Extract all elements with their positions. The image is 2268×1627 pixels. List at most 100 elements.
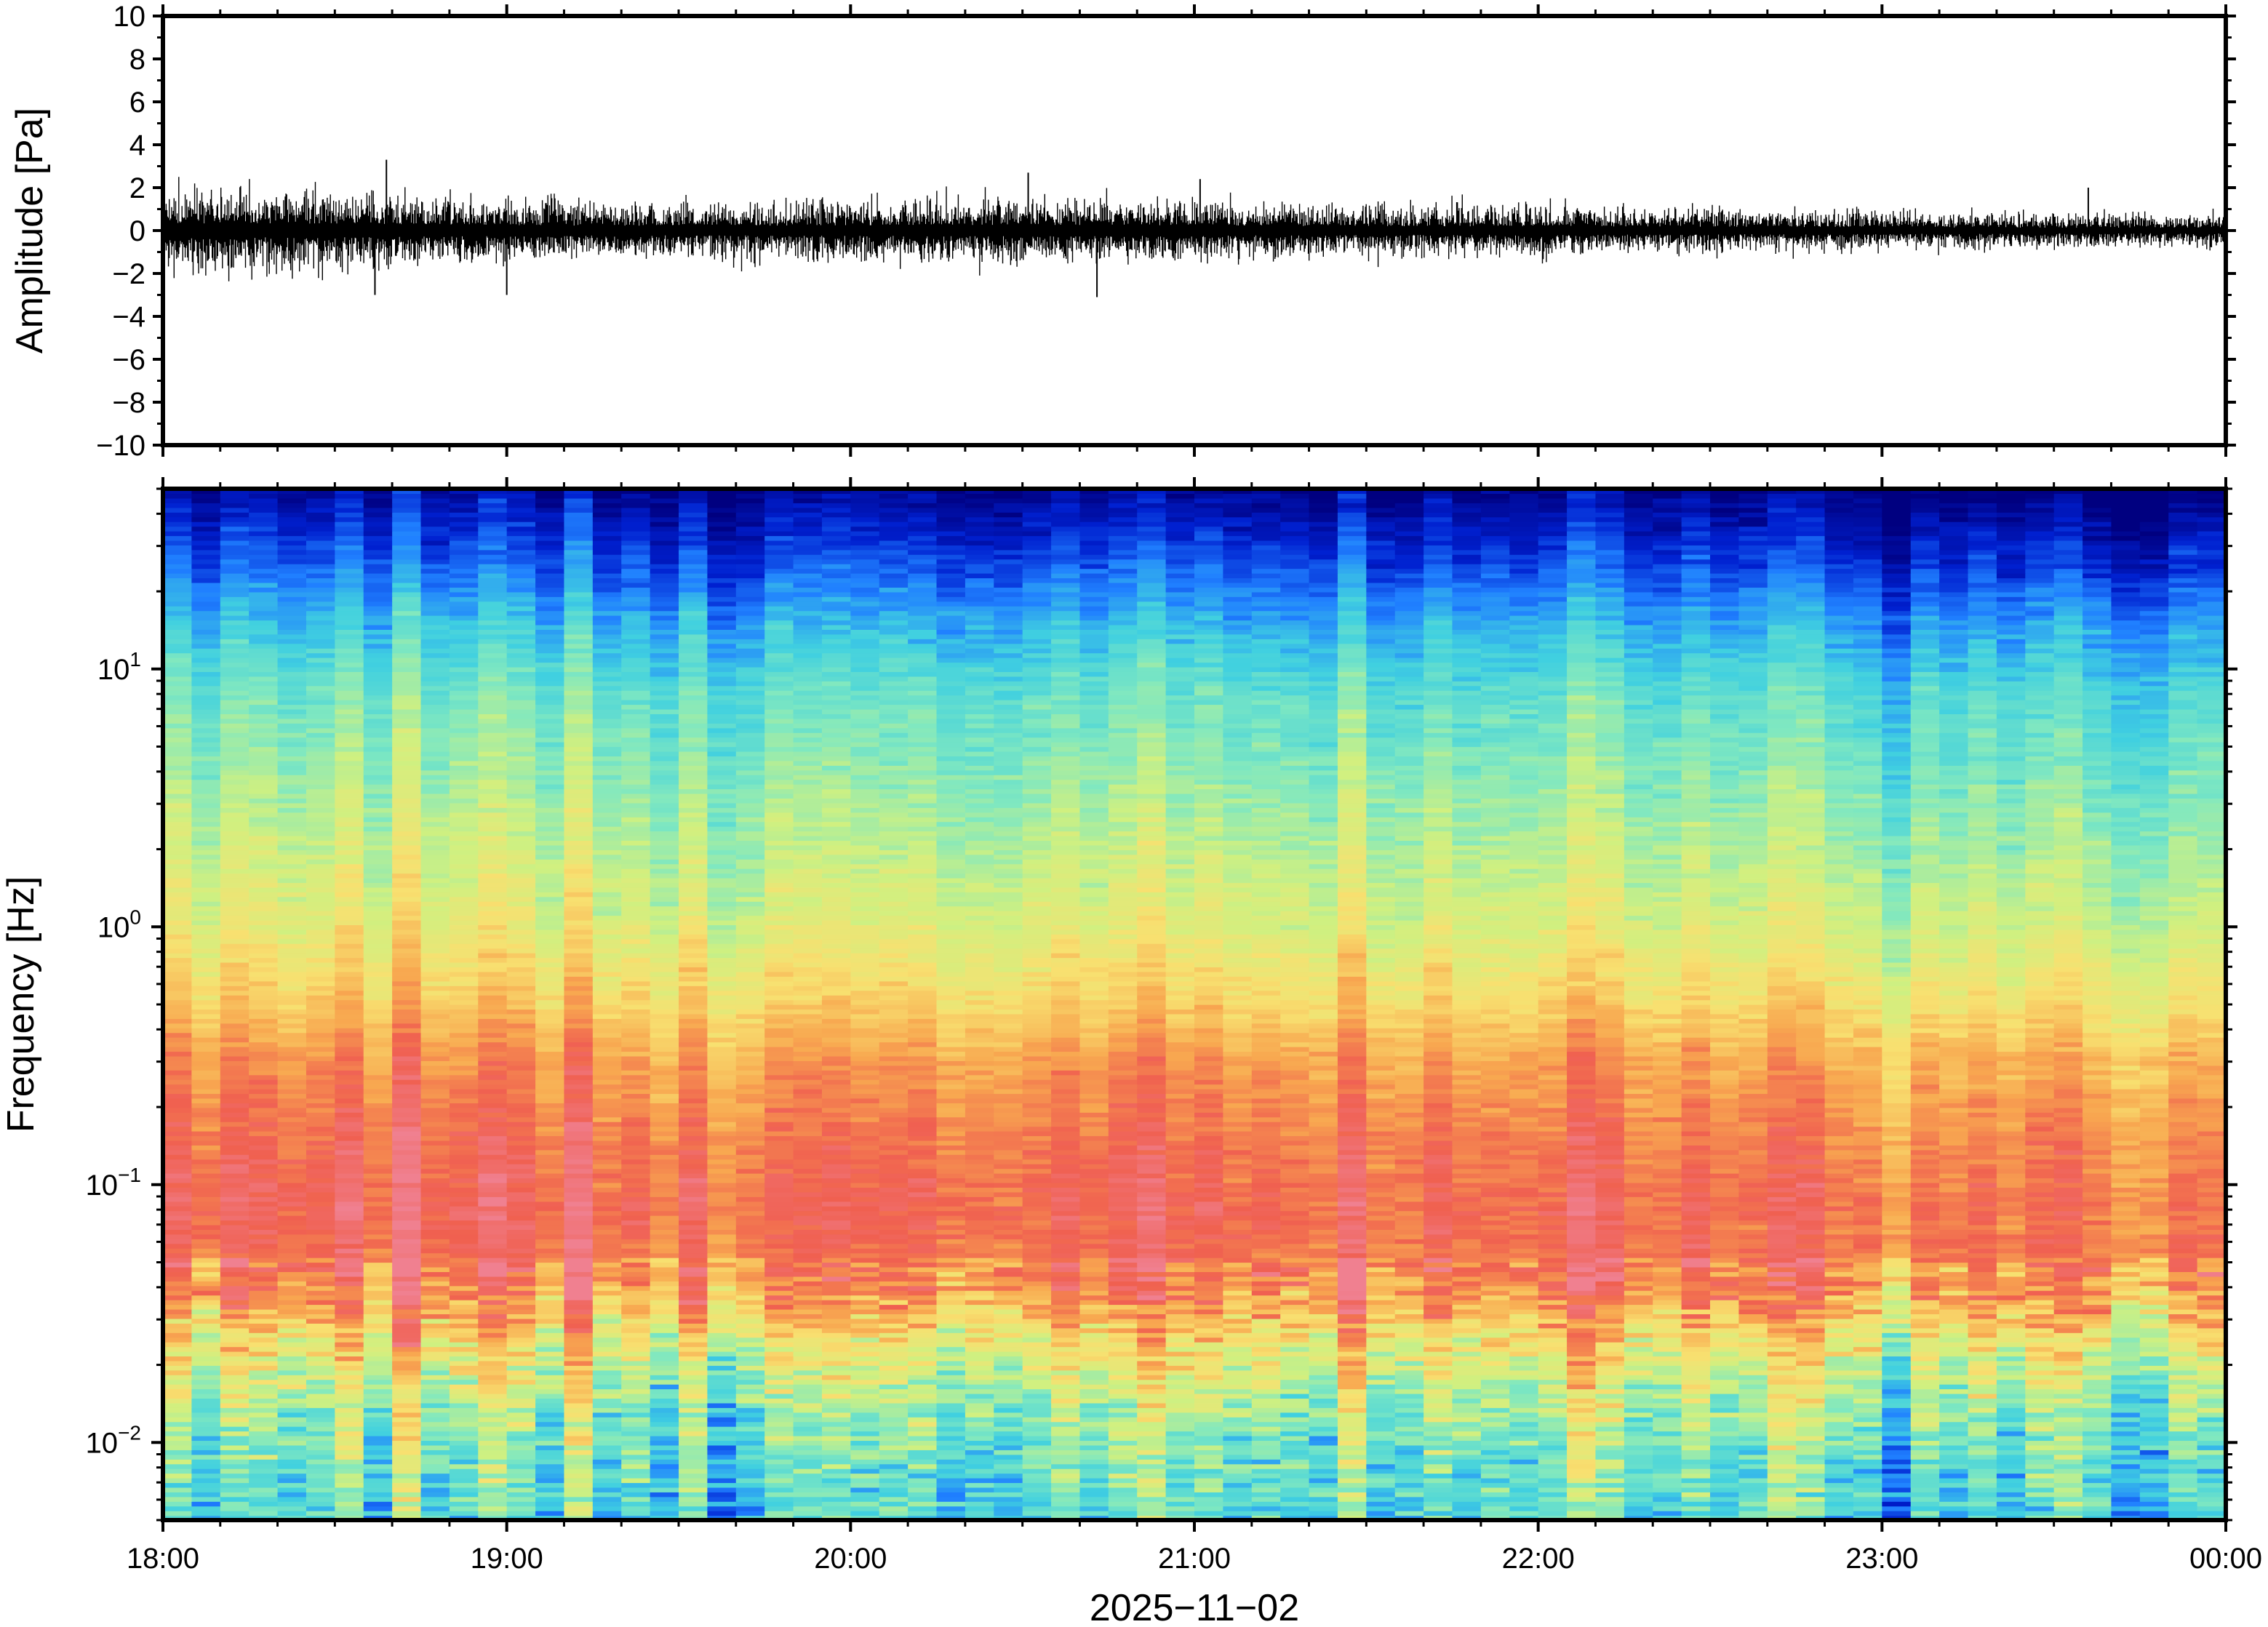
spectrogram-cell (1624, 1482, 1653, 1487)
spectrogram-cell (2140, 1286, 2169, 1291)
spectrogram-cell (2083, 1215, 2112, 1220)
spectrogram-cell (1051, 1338, 1080, 1343)
spectrogram-cell (593, 1417, 622, 1422)
spectrogram-cell (1911, 1487, 1940, 1492)
spectrogram-cell (1395, 1295, 1424, 1300)
spectrogram-cell (1853, 1328, 1882, 1333)
spectrogram-cell (1366, 1492, 1395, 1497)
spectrogram-cell (1023, 1286, 1052, 1291)
spectrogram-cell (392, 1248, 421, 1253)
spectrogram-cell (2111, 1394, 2140, 1399)
spectrogram-cell (1853, 1215, 1882, 1220)
spectrogram-cell (191, 1215, 220, 1220)
spectrogram-cell (564, 1440, 593, 1445)
spectrogram-cell (1453, 1398, 1482, 1403)
spectrogram-cell (1710, 1225, 1739, 1230)
spectrogram-cell (1624, 1309, 1653, 1314)
spectrogram-cell (908, 1215, 937, 1220)
spectrogram-cell (278, 1468, 307, 1474)
spectrogram-cell (1481, 1338, 1510, 1343)
spectrogram-cell (1453, 1375, 1482, 1380)
spectrogram-cell (994, 1417, 1023, 1422)
spectrogram-cell (278, 1403, 307, 1408)
spectrogram-cell (1023, 1492, 1052, 1497)
spectrogram-cell (1338, 1263, 1367, 1268)
spectrogram-cell (1768, 1384, 1797, 1389)
spectrogram-cell (879, 1351, 909, 1356)
spectrogram-cell (679, 1407, 708, 1412)
spectrogram-cell (621, 1506, 650, 1511)
spectrogram-cell (1109, 1450, 1138, 1455)
spectrogram-cell (364, 1426, 393, 1431)
spectrogram-cell (621, 1497, 650, 1502)
spectrogram-cell (2140, 1347, 2169, 1352)
spectrogram-cell (1882, 1215, 1911, 1220)
spectrogram-cell (450, 1239, 479, 1244)
spectrogram-cell (1710, 1271, 1739, 1276)
spectrogram-cell (1481, 1323, 1510, 1328)
spectrogram-cell (1509, 1253, 1538, 1258)
spectrogram-cell (1023, 1271, 1052, 1276)
spectrogram-cell (1252, 1332, 1281, 1338)
spectrogram-cell (1137, 1431, 1166, 1436)
spectrogram-cell (1252, 1389, 1281, 1394)
spectrogram-cell (220, 1478, 249, 1483)
spectrogram-cell (163, 1478, 192, 1483)
spectrogram-cell (163, 1263, 192, 1268)
spectrogram-cell (1968, 1305, 1997, 1310)
spectrogram-cell (535, 1407, 564, 1412)
spectrogram-cell (1738, 1239, 1768, 1244)
spectrogram-cell (364, 1215, 393, 1220)
spectrogram-cell (564, 1267, 593, 1272)
spectrogram-cell (1166, 1319, 1195, 1324)
spectrogram-cell (1882, 1267, 1911, 1272)
spectrogram-cell (1280, 1511, 1309, 1516)
spectrogram-cell (850, 1468, 879, 1474)
spectrogram-cell (1079, 1248, 1109, 1253)
spectrogram-cell (535, 1258, 564, 1263)
spectrogram-cell (1624, 1248, 1653, 1253)
spectrogram-cell (850, 1511, 879, 1516)
spectrogram-cell (1309, 1267, 1338, 1272)
spectrogram-cell (1796, 1281, 1825, 1286)
spectrogram-cell (1481, 1239, 1510, 1244)
spectrogram-cell (1023, 1225, 1052, 1230)
spectrogram-cell (621, 1295, 650, 1300)
spectrogram-cell (564, 1398, 593, 1403)
spectrogram-cell (1882, 1412, 1911, 1418)
spectrogram-cell (822, 1384, 851, 1389)
spectrogram-cell (1109, 1431, 1138, 1436)
spectrogram-cell (1738, 1323, 1768, 1328)
spectrogram-cell (937, 1407, 966, 1412)
spectrogram-cell (1682, 1492, 1711, 1497)
spectrogram-cell (1252, 1365, 1281, 1370)
spectrogram-cell (478, 1511, 507, 1516)
spectrogram-cell (421, 1455, 450, 1460)
spectrogram-cell (1252, 1455, 1281, 1460)
spectrogram-cell (1366, 1342, 1395, 1347)
spectrogram-cell (1968, 1370, 1997, 1375)
spectrogram-cell (1023, 1455, 1052, 1460)
spectrogram-cell (1939, 1253, 1968, 1258)
spectrogram-cell (1768, 1286, 1797, 1291)
spectrogram-cell (2025, 1455, 2054, 1460)
spectrogram-cell (1653, 1244, 1682, 1249)
spectrogram-cell (1509, 1314, 1538, 1319)
spectrogram-cell (1395, 1244, 1424, 1249)
spectrogram-cell (1738, 1389, 1768, 1394)
spectrogram-cell (736, 1474, 765, 1479)
spectrogram-cell (421, 1426, 450, 1431)
spectrogram-cell (335, 1309, 364, 1314)
spectrogram-cell (220, 1361, 249, 1366)
spectrogram-cell (593, 1253, 622, 1258)
spectrogram-cell (1109, 1492, 1138, 1497)
spectrogram-cell (306, 1323, 335, 1328)
spectrogram-cell (2111, 1436, 2140, 1441)
spectrogram-cell (392, 1375, 421, 1380)
spectrogram-cell (2140, 1450, 2169, 1455)
spectrogram-cell (191, 1487, 220, 1492)
spectrogram-cell (908, 1436, 937, 1441)
spectrogram-cell (564, 1319, 593, 1324)
spectrogram-cell (1911, 1253, 1940, 1258)
spectrogram-cell (364, 1492, 393, 1497)
